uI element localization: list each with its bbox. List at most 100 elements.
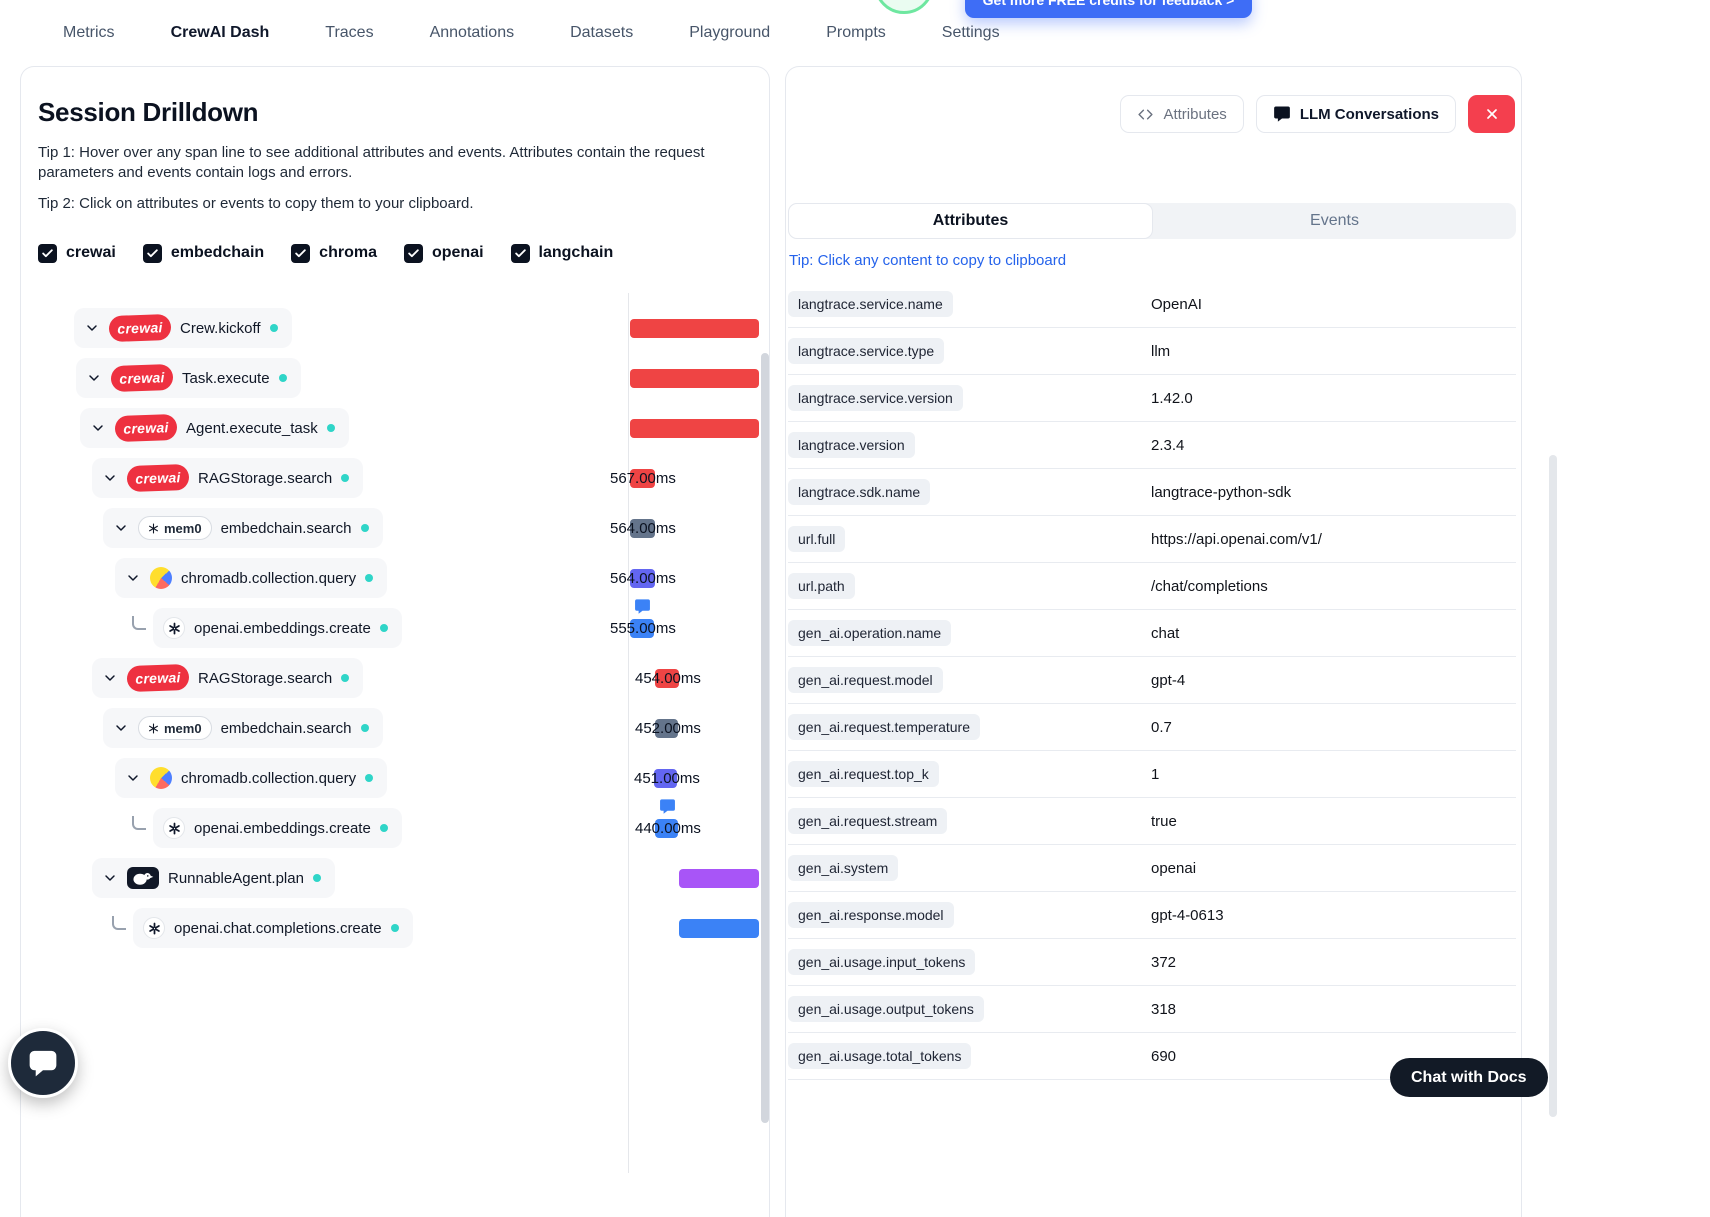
chevron-down-icon[interactable] xyxy=(102,470,118,486)
chevron-down-icon[interactable] xyxy=(125,570,141,586)
span-chip-ragstorage-search[interactable]: crewai RAGStorage.search xyxy=(92,458,364,498)
tree-scrollbar-thumb[interactable] xyxy=(761,352,769,1123)
chevron-down-icon[interactable] xyxy=(113,720,129,736)
attribute-value[interactable]: 1.42.0 xyxy=(1151,389,1193,407)
attributes-view-button[interactable]: Attributes xyxy=(1120,95,1244,133)
span-duration-bar[interactable] xyxy=(630,318,759,338)
span-duration-bar[interactable] xyxy=(630,418,759,438)
tab-attributes[interactable]: Attributes xyxy=(788,203,1153,239)
attribute-value[interactable]: gpt-4-0613 xyxy=(1151,906,1224,924)
span-chip-openai-chat-completions[interactable]: openai.chat.completions.create xyxy=(133,908,413,948)
span-chip-embedchain-search[interactable]: mem0 embedchain.search xyxy=(103,508,383,548)
attribute-value[interactable]: gpt-4 xyxy=(1151,671,1186,689)
span-duration-bar[interactable] xyxy=(630,518,655,538)
chat-with-docs-button[interactable]: Chat with Docs xyxy=(1390,1058,1548,1097)
attribute-value[interactable]: langtrace-python-sdk xyxy=(1151,483,1292,501)
attribute-value[interactable]: 2.3.4 xyxy=(1151,436,1185,454)
span-duration-bar[interactable] xyxy=(630,368,759,388)
checkbox-checked-icon[interactable] xyxy=(403,243,423,263)
checkbox-checked-icon[interactable] xyxy=(510,243,530,263)
tab-metrics[interactable]: Metrics xyxy=(63,24,115,41)
page-scrollbar-thumb[interactable] xyxy=(1549,455,1557,1117)
attribute-value[interactable]: 372 xyxy=(1151,953,1177,971)
tab-traces[interactable]: Traces xyxy=(325,24,374,41)
attribute-value[interactable]: openai xyxy=(1151,859,1197,877)
span-chip-openai-embeddings[interactable]: openai.embeddings.create xyxy=(153,608,402,648)
chevron-down-icon[interactable] xyxy=(125,770,141,786)
span-chip-task-execute[interactable]: crewai Task.execute xyxy=(76,358,301,398)
checkbox-checked-icon[interactable] xyxy=(291,243,311,263)
attribute-value[interactable]: 0.7 xyxy=(1151,718,1172,736)
tab-crewai-dash[interactable]: CrewAI Dash xyxy=(154,0,286,68)
span-chip-crew-kickoff[interactable]: crewai Crew.kickoff xyxy=(74,308,292,348)
attribute-value[interactable]: https://api.openai.com/v1/ xyxy=(1151,530,1322,548)
span-duration-bar[interactable] xyxy=(630,618,654,638)
span-chip-runnableagent-plan[interactable]: RunnableAgent.plan xyxy=(92,858,335,898)
credits-button[interactable]: Get more FREE credits for feedback > xyxy=(965,0,1252,18)
chevron-down-icon[interactable] xyxy=(113,520,129,536)
attribute-key[interactable]: langtrace.service.version xyxy=(788,385,963,411)
filter-langchain[interactable]: langchain xyxy=(510,243,613,263)
tab-settings[interactable]: Settings xyxy=(941,24,1000,41)
attribute-value[interactable]: OpenAI xyxy=(1151,295,1202,313)
attribute-value[interactable]: /chat/completions xyxy=(1151,577,1268,595)
attribute-value[interactable]: 690 xyxy=(1151,1047,1177,1065)
span-chip-chromadb-query[interactable]: chromadb.collection.query xyxy=(115,758,388,798)
filter-crewai[interactable]: crewai xyxy=(38,243,116,263)
filter-embedchain[interactable]: embedchain xyxy=(142,243,264,263)
span-duration-bar[interactable] xyxy=(655,718,678,738)
chevron-down-icon[interactable] xyxy=(102,870,118,886)
span-label: openai.embeddings.create xyxy=(194,819,371,837)
checkbox-checked-icon[interactable] xyxy=(142,243,162,263)
attribute-key[interactable]: gen_ai.usage.total_tokens xyxy=(788,1043,972,1069)
attribute-key[interactable]: gen_ai.system xyxy=(788,855,899,881)
span-duration-bar[interactable] xyxy=(654,768,677,788)
table-row: gen_ai.request.model gpt-4 xyxy=(788,657,1516,704)
attribute-value[interactable]: 1 xyxy=(1151,765,1160,783)
attribute-value[interactable]: llm xyxy=(1151,342,1171,360)
tab-events[interactable]: Events xyxy=(1310,212,1359,229)
tab-playground[interactable]: Playground xyxy=(689,24,771,41)
attribute-key[interactable]: gen_ai.response.model xyxy=(788,902,954,928)
span-chip-embedchain-search[interactable]: mem0 embedchain.search xyxy=(103,708,383,748)
span-duration-bar[interactable] xyxy=(655,668,679,688)
attribute-key[interactable]: gen_ai.request.stream xyxy=(788,808,948,834)
chevron-down-icon[interactable] xyxy=(102,670,118,686)
attribute-key[interactable]: langtrace.sdk.name xyxy=(788,479,931,505)
attribute-key[interactable]: gen_ai.request.model xyxy=(788,667,943,693)
attribute-key[interactable]: langtrace.service.name xyxy=(788,291,953,317)
attribute-key[interactable]: url.path xyxy=(788,573,855,599)
chevron-down-icon[interactable] xyxy=(86,370,102,386)
chevron-down-icon[interactable] xyxy=(84,320,100,336)
attribute-key[interactable]: langtrace.service.type xyxy=(788,338,945,364)
attribute-value[interactable]: chat xyxy=(1151,624,1180,642)
attribute-value[interactable]: 318 xyxy=(1151,1000,1177,1018)
attribute-key[interactable]: gen_ai.usage.input_tokens xyxy=(788,949,976,975)
attribute-key[interactable]: gen_ai.operation.name xyxy=(788,620,952,646)
chat-widget-button[interactable] xyxy=(8,1028,78,1098)
span-chip-ragstorage-search[interactable]: crewai RAGStorage.search xyxy=(92,658,364,698)
attribute-key[interactable]: gen_ai.usage.output_tokens xyxy=(788,996,984,1022)
span-duration-bar[interactable] xyxy=(655,818,678,838)
filter-openai[interactable]: openai xyxy=(403,243,484,263)
attribute-key[interactable]: gen_ai.request.temperature xyxy=(788,714,980,740)
span-chip-agent-execute-task[interactable]: crewai Agent.execute_task xyxy=(80,408,349,448)
tab-prompts[interactable]: Prompts xyxy=(826,24,886,41)
tab-datasets[interactable]: Datasets xyxy=(570,24,634,41)
span-chip-chromadb-query[interactable]: chromadb.collection.query xyxy=(115,558,388,598)
close-panel-button[interactable] xyxy=(1468,95,1515,133)
span-duration-bar[interactable] xyxy=(679,918,759,938)
attribute-key[interactable]: gen_ai.request.top_k xyxy=(788,761,939,787)
span-chip-openai-embeddings[interactable]: openai.embeddings.create xyxy=(153,808,402,848)
attribute-key[interactable]: langtrace.version xyxy=(788,432,915,458)
span-duration-bar[interactable] xyxy=(630,568,655,588)
filter-chroma[interactable]: chroma xyxy=(291,243,377,263)
chevron-down-icon[interactable] xyxy=(90,420,106,436)
checkbox-checked-icon[interactable] xyxy=(38,243,57,263)
span-duration-bar[interactable] xyxy=(630,468,655,488)
llm-conversations-button[interactable]: LLM Conversations xyxy=(1255,95,1456,133)
attribute-key[interactable]: url.full xyxy=(788,526,846,552)
span-duration-bar[interactable] xyxy=(679,868,759,888)
attribute-value[interactable]: true xyxy=(1151,812,1177,830)
tab-annotations[interactable]: Annotations xyxy=(429,24,515,41)
